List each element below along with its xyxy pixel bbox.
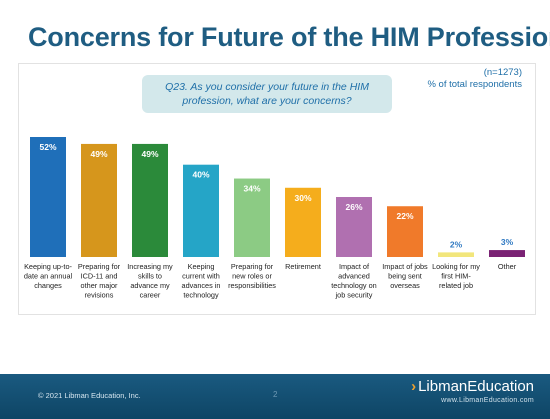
category-label-9: Looking for my first HIM-related job: [432, 262, 480, 290]
bar-value-label-10: 3%: [501, 237, 514, 247]
brand-logo: › LibmanEducation www.LibmanEducation.com: [411, 378, 534, 406]
copyright-text: © 2021 Libman Education, Inc.: [38, 391, 141, 400]
page-number: 2: [273, 390, 278, 399]
bar-8: [387, 206, 423, 257]
unit-label: % of total respondents: [427, 79, 522, 90]
bar-5: [234, 178, 270, 257]
footer-bar: © 2021 Libman Education, Inc. 2 › LibmanE…: [0, 374, 550, 419]
bar-7: [336, 197, 372, 257]
bar-value-label-6: 30%: [294, 193, 311, 203]
brand-word-education: Education: [467, 378, 534, 395]
bar-4: [183, 164, 219, 257]
brand-word-libman: Libman: [418, 378, 468, 395]
bar-value-label-7: 26%: [345, 202, 362, 212]
chevron-icon: ›: [411, 378, 417, 395]
bar-6: [285, 187, 321, 257]
category-label-3: Increasing my skills to advance my career: [127, 262, 173, 300]
sample-size-note: (n=1273) % of total respondents: [427, 67, 522, 91]
category-label-10: Other: [498, 262, 517, 271]
bar-2: [81, 143, 117, 257]
category-label-2: Preparing for ICD-11 and other major revisi…: [78, 262, 121, 300]
question-callout: Q23. As you consider your future in the …: [142, 75, 392, 113]
brand-url: www.LibmanEducation.com: [441, 397, 534, 404]
bar-value-label-4: 40%: [192, 170, 209, 180]
category-label-7: Impact of advanced technology on job securi…: [331, 262, 376, 300]
bar-10: [489, 250, 525, 257]
bar-value-label-5: 34%: [243, 184, 260, 194]
sample-size-label: (n=1273): [483, 67, 522, 78]
bar-chart: 52% Keeping up-to-date an annual changes 49…: [24, 137, 525, 300]
bar-1: [30, 137, 66, 257]
category-label-6: Retirement: [285, 262, 321, 271]
category-label-5: Preparing for new roles or responsibilitie…: [228, 262, 276, 290]
question-text: Q23. As you consider your future in the …: [165, 81, 369, 107]
brand-name: › LibmanEducation: [411, 378, 534, 396]
category-label-1: Keeping up-to-date an annual changes: [24, 262, 73, 290]
bar-value-label-3: 49%: [141, 149, 158, 159]
bar-value-label-2: 49%: [90, 149, 107, 159]
slide-title: Concerns for Future of the HIM Professio…: [28, 22, 550, 52]
bar-value-label-9: 2%: [450, 239, 463, 249]
category-label-4: Keeping current with advances in technology: [182, 262, 221, 300]
bar-value-label-8: 22%: [396, 211, 413, 221]
category-label-8: Impact of jobs being sent overseas: [382, 262, 428, 290]
bar-value-label-1: 52%: [39, 142, 56, 152]
bar-9: [438, 252, 474, 257]
bar-3: [132, 143, 168, 257]
